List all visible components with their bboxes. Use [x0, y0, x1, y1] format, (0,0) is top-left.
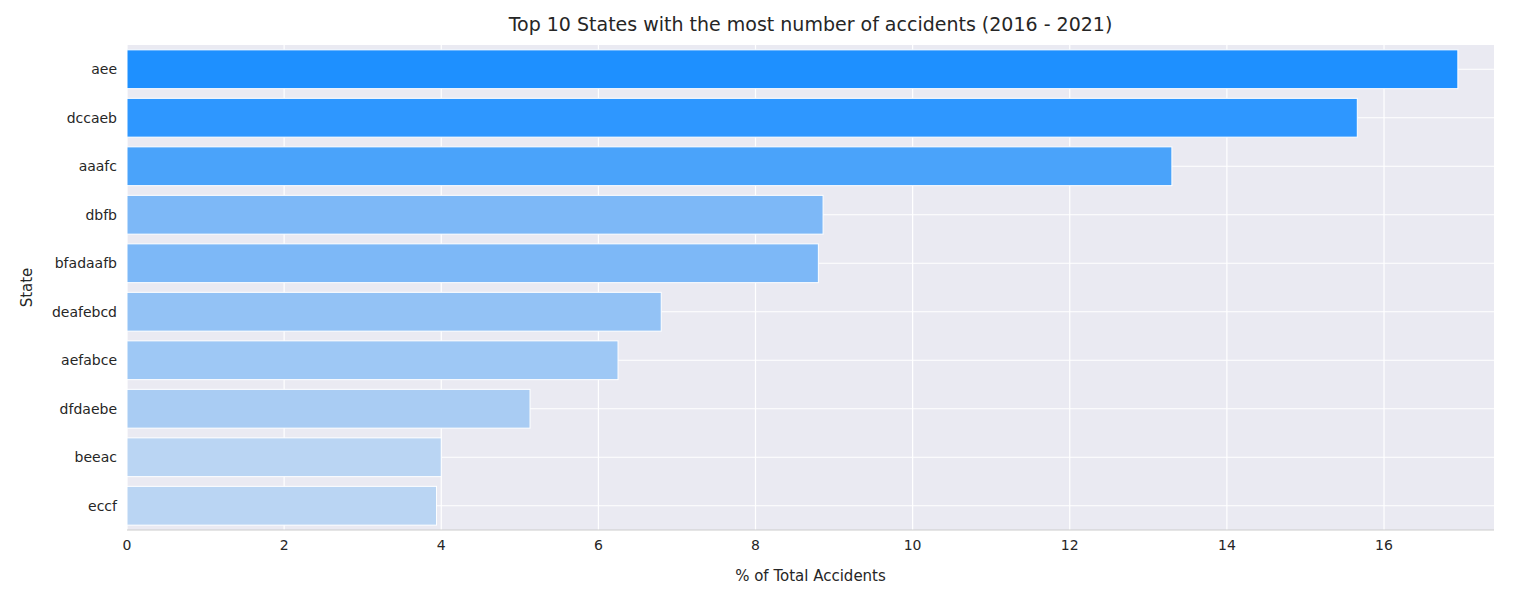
- bar: [127, 147, 1172, 186]
- plot-background: [127, 45, 1494, 530]
- y-tick-label: deafebcd: [52, 304, 117, 320]
- x-tick-label: 2: [280, 537, 289, 553]
- x-tick-label: 16: [1375, 537, 1393, 553]
- y-tick-label: beeac: [75, 449, 117, 465]
- y-axis-label: State: [18, 268, 36, 308]
- y-tick-label: dccaeb: [67, 110, 117, 126]
- bar: [127, 389, 530, 428]
- chart-title: Top 10 States with the most number of ac…: [508, 13, 1113, 35]
- bar: [127, 486, 437, 525]
- chart-svg: 0 2 4 6 8 10 12 14 16 aee dccaeb aaafc dbfb bfadaafb d…: [0, 0, 1536, 590]
- chart-container: 0 2 4 6 8 10 12 14 16 aee dccaeb aaafc dbfb bfadaafb d…: [0, 0, 1536, 590]
- bar: [127, 341, 618, 380]
- x-tick-label: 8: [751, 537, 760, 553]
- x-tick-label: 12: [1061, 537, 1079, 553]
- y-tick-label: aaafc: [79, 158, 117, 174]
- bar: [127, 98, 1357, 137]
- x-tick-label: 14: [1218, 537, 1236, 553]
- bar: [127, 50, 1458, 89]
- y-tick-label: eccf: [88, 498, 118, 514]
- bar: [127, 244, 818, 283]
- bar: [127, 292, 661, 331]
- x-tick-label: 4: [437, 537, 446, 553]
- x-tick-label: 10: [904, 537, 922, 553]
- bar: [127, 195, 823, 234]
- x-axis-line: [127, 530, 1494, 531]
- y-tick-label: aefabce: [61, 352, 117, 368]
- bars: [127, 50, 1458, 525]
- y-tick-label: bfadaafb: [55, 255, 117, 271]
- y-tick-label: aee: [91, 61, 117, 77]
- x-tick-label: 0: [123, 537, 132, 553]
- y-tick-label: dbfb: [85, 207, 117, 223]
- x-axis-label: % of Total Accidents: [735, 567, 886, 585]
- y-tick-label: dfdaebe: [60, 401, 117, 417]
- bar: [127, 438, 441, 477]
- x-tick-label: 6: [594, 537, 603, 553]
